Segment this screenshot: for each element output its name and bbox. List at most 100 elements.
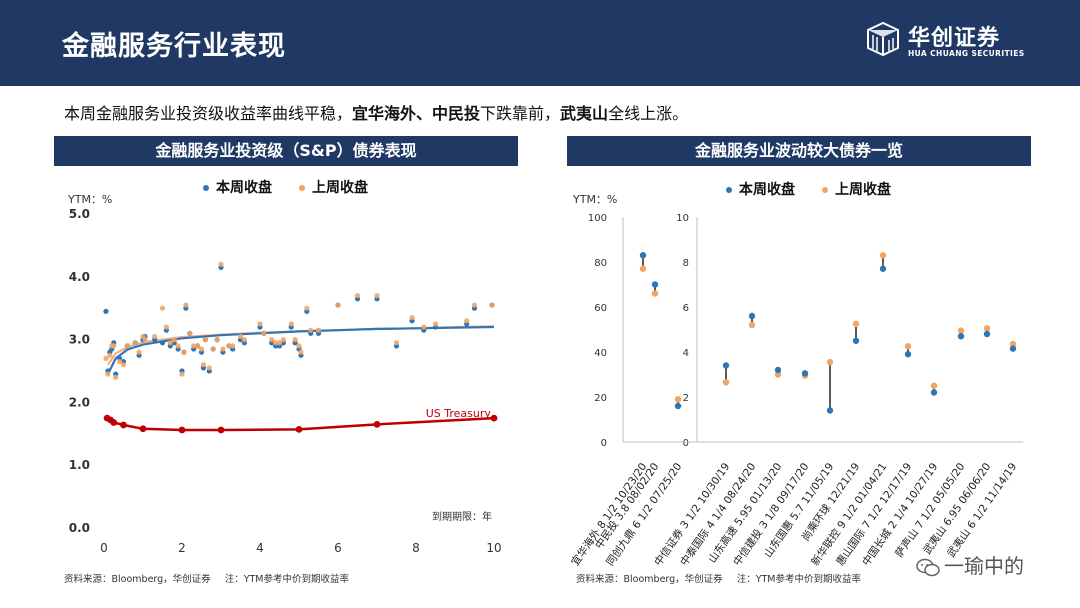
point-last-week [175, 343, 181, 349]
right-y-tick-label: 6 [683, 303, 689, 314]
treasury-point [217, 426, 225, 434]
point-this-week [852, 337, 860, 344]
point-this-week [639, 252, 647, 259]
point-last-week [308, 327, 314, 333]
left-panel-title: 金融服务业投资级（S&P）债券表现 [54, 136, 518, 166]
point-last-week [432, 321, 439, 327]
point-last-week [852, 320, 860, 328]
point-this-week [826, 407, 834, 414]
summary-part-2: 下跌靠前， [480, 104, 561, 123]
point-last-week [292, 337, 298, 343]
legend-marker-this-week [726, 187, 732, 193]
point-last-week [163, 324, 169, 330]
y-tick-label: 2.0 [69, 395, 90, 409]
summary-part-1: 本周金融服务业投资级收益率曲线平稳， [64, 104, 353, 123]
point-last-week [226, 343, 232, 349]
point-last-week [181, 349, 187, 355]
left-y-tick-label: 40 [594, 348, 607, 359]
legend-marker-this-week [203, 185, 209, 191]
x-tick-label: 8 [412, 541, 420, 555]
x-tick-label: 4 [256, 541, 264, 555]
point-last-week [273, 340, 279, 346]
y-tick-label: 3.0 [69, 333, 90, 347]
treasury-label: US Treasury [426, 407, 492, 420]
point-this-week [957, 333, 965, 340]
point-this-week [1009, 345, 1017, 352]
point-last-week [421, 324, 427, 330]
point-last-week [409, 315, 415, 321]
point-this-week [801, 370, 809, 377]
point-last-week [202, 337, 208, 343]
treasury-point [139, 425, 147, 433]
left-source-text: 资料来源：Bloomberg，华创证券 [64, 574, 211, 585]
right-y-tick-label: 2 [683, 393, 689, 404]
point-last-week [214, 337, 220, 343]
treasury-point [110, 419, 118, 426]
point-last-week [171, 337, 177, 343]
right-source: 资料来源：Bloomberg，华创证券 注：YTM参考中价到期收益率 [576, 571, 861, 585]
point-last-week [879, 252, 887, 259]
point-this-week [904, 351, 912, 358]
treasury-point [178, 426, 186, 434]
y-tick-label: 4.0 [69, 270, 90, 284]
point-last-week [826, 358, 834, 366]
left-source: 资料来源：Bloomberg，华创证券 注：YTM参考中价到期收益率 [64, 571, 349, 585]
point-last-week [124, 343, 130, 349]
right-y-tick-label: 4 [683, 348, 689, 359]
point-last-week [198, 346, 205, 352]
point-last-week [218, 261, 224, 267]
right-source-note: 注：YTM参考中价到期收益率 [736, 574, 861, 585]
y-axis-label: YTM：% [67, 193, 112, 206]
left-y-tick-label: 80 [594, 258, 607, 269]
point-this-week [983, 330, 991, 338]
company-logo: 华创证券 HUA CHUANG SECURITIES [864, 20, 1024, 66]
summary-text: 本周金融服务业投资级收益率曲线平稳，宜华海外、中民投下跌靠前，武夷山全线上涨。 [64, 100, 688, 124]
point-last-week [120, 362, 127, 368]
point-last-week [179, 371, 185, 377]
x-tick-label: 0 [100, 541, 108, 555]
logo-cube-icon [867, 21, 899, 57]
point-this-week [159, 340, 166, 346]
header-bar: 金融服务行业表现 华创证券 HUA CHUANG SECURITIES [0, 0, 1080, 86]
point-this-week [930, 389, 938, 396]
point-this-week [879, 265, 887, 272]
point-last-week [257, 321, 263, 327]
point-this-week [774, 366, 782, 374]
legend-label-last-week: 上周收盘 [312, 179, 368, 196]
point-this-week [651, 281, 659, 288]
point-last-week [315, 327, 322, 333]
point-this-week [722, 362, 730, 369]
y-axis-label: YTM：% [572, 193, 617, 206]
treasury-point [490, 414, 498, 422]
point-last-week [220, 346, 226, 352]
left-scatter-chart: 0.0 1.0 2.0 3.0 4.0 5.0 0 2 4 6 8 10 YTM：% 到期期限：年 本周收盘… [67, 179, 502, 555]
point-this-week [674, 402, 682, 410]
point-last-week [152, 333, 158, 340]
point-last-week [210, 346, 216, 352]
point-last-week [113, 374, 119, 380]
point-last-week [1009, 340, 1017, 348]
point-last-week [167, 340, 173, 346]
point-last-week [206, 365, 212, 371]
legend-marker-last-week [299, 185, 305, 191]
treasury-point [373, 420, 381, 428]
x-tick-label: 6 [334, 541, 342, 555]
right-y-tick-label: 8 [683, 258, 689, 269]
point-last-week [107, 352, 113, 358]
left-y-tick-label: 60 [594, 303, 607, 314]
x-axis-label: 到期期限：年 [432, 510, 492, 523]
point-last-week [639, 265, 647, 272]
point-last-week [983, 325, 991, 332]
left-source-note: 注：YTM参考中价到期收益率 [224, 574, 349, 585]
treasury-point [120, 421, 127, 429]
point-last-week [136, 349, 142, 355]
point-last-week [304, 305, 310, 311]
summary-bold-2: 武夷山 [560, 104, 609, 123]
right-y-tick-label: 10 [676, 213, 689, 224]
point-last-week [183, 302, 189, 308]
point-last-week [774, 371, 782, 378]
point-last-week [957, 327, 965, 334]
right-panel-title: 金融服务业波动较大债券一览 [567, 136, 1031, 166]
page-title: 金融服务行业表现 [62, 31, 286, 62]
